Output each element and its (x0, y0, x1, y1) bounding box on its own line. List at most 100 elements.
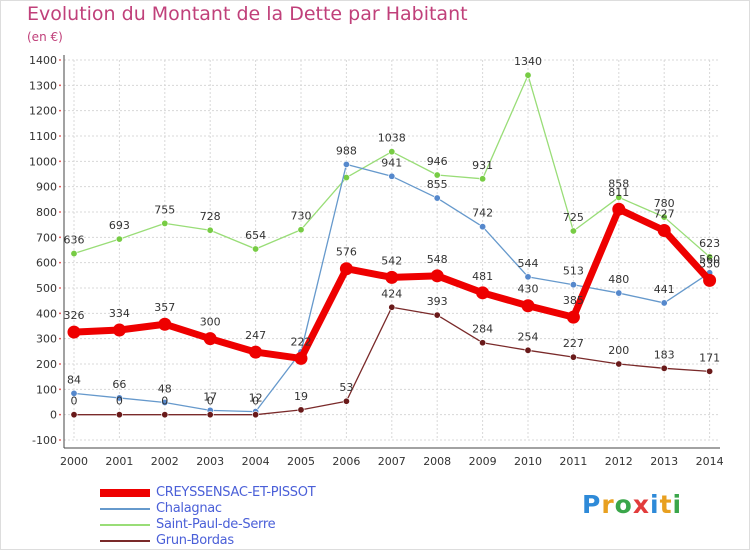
data-point-chalagnac (479, 223, 487, 231)
data-point-grun-bordas (433, 311, 441, 319)
data-label-creyssensac-et-pissot: 326 (64, 309, 85, 322)
data-label-grun-bordas: 393 (427, 295, 448, 308)
y-tick-label: 800 (36, 206, 57, 219)
data-point-creyssensac-et-pissot (566, 310, 580, 324)
legend-label-saint-paul: Saint-Paul-de-Serre (156, 517, 276, 532)
data-label-creyssensac-et-pissot: 300 (200, 316, 221, 329)
data-label-saint-paul-de-serre: 1340 (514, 55, 542, 68)
y-tick-label: 600 (36, 257, 57, 270)
data-label-saint-paul-de-serre: 654 (245, 229, 266, 242)
data-label-saint-paul-de-serre: 730 (291, 210, 312, 223)
x-tick-label: 2011 (559, 455, 587, 468)
data-point-creyssensac-et-pissot (521, 299, 535, 313)
y-tick-mark (59, 363, 61, 365)
y-tick-mark (59, 160, 61, 163)
data-label-chalagnac: 544 (518, 257, 539, 270)
data-label-grun-bordas: 254 (518, 330, 539, 343)
data-label-saint-paul-de-serre: 623 (699, 237, 720, 250)
data-label-grun-bordas: 0 (161, 395, 168, 408)
data-point-grun-bordas (479, 339, 487, 347)
data-label-chalagnac: 560 (699, 253, 720, 266)
legend-label-chalagnac: Chalagnac (156, 501, 222, 516)
data-point-grun-bordas (660, 364, 668, 372)
data-point-creyssensac-et-pissot (158, 317, 172, 331)
y-tick-mark (59, 59, 61, 61)
data-label-chalagnac: 84 (67, 373, 81, 386)
data-label-saint-paul-de-serre: 858 (608, 177, 629, 190)
data-label-saint-paul-de-serre: 755 (154, 203, 175, 216)
data-label-creyssensac-et-pissot: 811 (608, 186, 629, 199)
data-point-grun-bordas (524, 346, 532, 354)
x-tick-label: 2014 (696, 455, 724, 468)
x-tick-label: 2008 (423, 455, 451, 468)
data-label-grun-bordas: 183 (654, 348, 675, 361)
data-label-grun-bordas: 53 (339, 381, 353, 394)
y-tick-mark (59, 337, 61, 340)
data-point-saint-paul-de-serre (615, 193, 623, 201)
x-tick-label: 2002 (151, 455, 179, 468)
data-point-chalagnac (569, 281, 577, 289)
data-label-chalagnac: 48 (158, 383, 172, 396)
data-label-creyssensac-et-pissot: 334 (109, 307, 130, 320)
x-tick-label: 2007 (378, 455, 406, 468)
data-label-creyssensac-et-pissot: 247 (245, 329, 266, 342)
y-tick-label: 700 (36, 231, 57, 244)
y-tick-mark (59, 413, 61, 416)
data-point-saint-paul-de-serre (206, 226, 214, 234)
data-label-chalagnac: 742 (472, 207, 493, 220)
y-tick-label: 100 (36, 383, 57, 396)
data-point-creyssensac-et-pissot (294, 351, 308, 365)
data-label-saint-paul-de-serre: 931 (472, 159, 493, 172)
data-point-creyssensac-et-pissot (112, 323, 126, 337)
chart-subtitle: (en €) (27, 30, 63, 44)
data-label-saint-paul-de-serre: 693 (109, 219, 130, 232)
data-point-grun-bordas (615, 360, 623, 368)
data-point-creyssensac-et-pissot (703, 273, 717, 287)
data-label-grun-bordas: 19 (294, 390, 308, 403)
data-point-saint-paul-de-serre (70, 250, 78, 258)
data-point-grun-bordas (569, 353, 577, 361)
data-label-creyssensac-et-pissot: 357 (154, 301, 175, 314)
data-label-grun-bordas: 227 (563, 337, 584, 350)
data-point-chalagnac (433, 194, 441, 202)
data-label-grun-bordas: 0 (207, 395, 214, 408)
data-label-layer: 636 693 755 728 654 730 1038 946 931 1340 725 858 78… (64, 55, 721, 407)
data-label-grun-bordas: 0 (116, 395, 123, 408)
data-point-chalagnac (660, 299, 668, 307)
data-label-creyssensac-et-pissot: 481 (472, 270, 493, 283)
x-tick-label: 2009 (469, 455, 497, 468)
data-point-chalagnac (161, 399, 169, 407)
data-point-grun-bordas (115, 411, 123, 419)
data-label-saint-paul-de-serre: 728 (200, 210, 221, 223)
data-label-creyssensac-et-pissot: 727 (654, 207, 675, 220)
y-tick-mark (59, 84, 61, 87)
logo-letter: o (614, 490, 633, 519)
data-label-chalagnac: 441 (654, 283, 675, 296)
data-point-saint-paul-de-serre (433, 171, 441, 179)
data-label-grun-bordas: 0 (252, 395, 259, 408)
data-point-creyssensac-et-pissot (67, 325, 81, 339)
data-point-saint-paul-de-serre (706, 253, 714, 261)
y-tick-label: 1000 (29, 155, 57, 168)
data-point-grun-bordas (161, 411, 169, 419)
data-point-creyssensac-et-pissot (430, 269, 444, 283)
y-tick-mark (59, 261, 61, 264)
x-tick-label: 2010 (514, 455, 542, 468)
y-tick-label: 0 (50, 409, 57, 422)
data-point-grun-bordas (252, 411, 260, 419)
data-label-creyssensac-et-pissot: 385 (563, 294, 584, 307)
y-tick-mark (59, 312, 61, 315)
data-label-chalagnac: 513 (563, 265, 584, 278)
data-label-grun-bordas: 284 (472, 323, 493, 336)
data-point-creyssensac-et-pissot (612, 202, 626, 216)
data-label-chalagnac: 12 (249, 392, 263, 405)
data-label-grun-bordas: 171 (699, 351, 720, 364)
legend-swatch-creyssensac (100, 489, 150, 497)
data-label-grun-bordas: 200 (608, 344, 629, 357)
data-label-chalagnac: 941 (381, 156, 402, 169)
y-tick-mark (59, 135, 61, 137)
data-label-creyssensac-et-pissot: 222 (291, 335, 312, 348)
y-tick-label: 1200 (29, 105, 57, 118)
x-tick-label: 2005 (287, 455, 315, 468)
